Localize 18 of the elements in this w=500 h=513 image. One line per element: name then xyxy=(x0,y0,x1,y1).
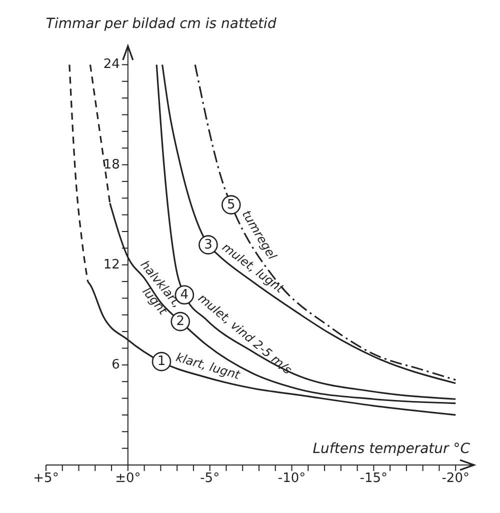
y-axis-title: Timmar per bildad cm is nattetid xyxy=(46,16,276,32)
x-tick-label: -15° xyxy=(360,471,388,486)
annotation: 1 xyxy=(157,354,166,370)
y-tick-label: 6 xyxy=(112,357,120,372)
y-tick-label: 24 xyxy=(103,57,120,72)
x-tick-label: -20° xyxy=(442,471,470,486)
x-tick-label: ±0° xyxy=(115,471,141,486)
annotation: 3 xyxy=(204,237,212,252)
y-tick-label: 12 xyxy=(103,257,120,272)
x-tick-label: +5° xyxy=(33,471,59,486)
annotation: 2 xyxy=(176,314,184,330)
annotation: 4 xyxy=(180,287,189,302)
y-tick-label: 18 xyxy=(103,157,120,172)
x-axis-title: Luftens temperatur °C xyxy=(312,441,470,457)
x-tick-label: -10° xyxy=(278,471,306,486)
annotation: 5 xyxy=(227,197,236,212)
text: klart, lugnt xyxy=(174,350,243,382)
x-tick-label: -5° xyxy=(200,471,220,486)
